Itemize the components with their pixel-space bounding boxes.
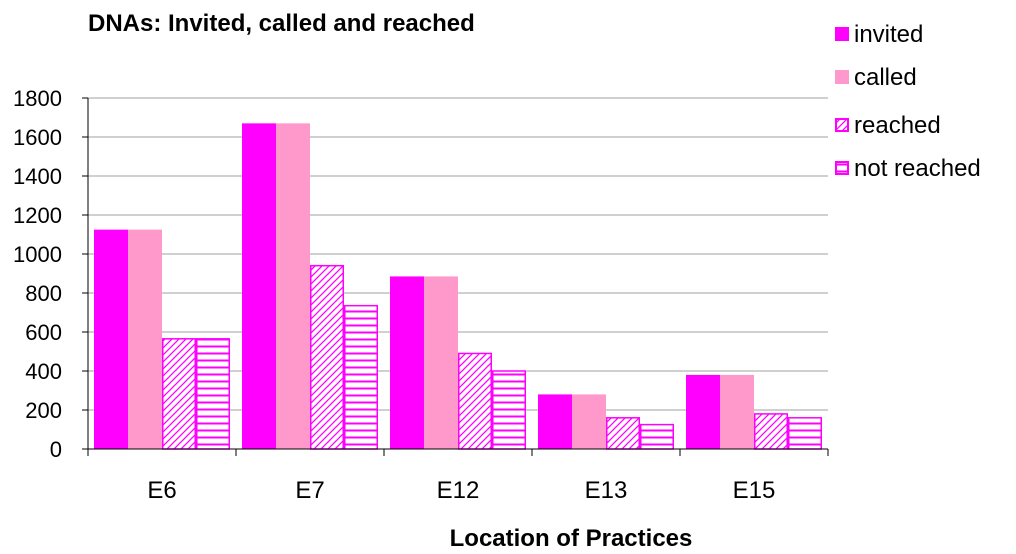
bar-not-reached-e7 (344, 304, 378, 450)
y-tick-label: 1800 (13, 86, 62, 111)
x-axis-title: Location of Practices (450, 525, 693, 552)
bar-not-reached-e6 (196, 338, 230, 450)
x-tick-label: E13 (585, 477, 628, 504)
bar-called-e13 (572, 394, 606, 449)
bar-reached-e7 (310, 264, 344, 450)
bar-invited-e6 (94, 229, 128, 449)
bar-not-reached-e12 (492, 370, 526, 450)
bar-not-reached-e15 (788, 417, 822, 450)
bar-called-e6 (128, 229, 162, 449)
bar-called-e7 (276, 123, 310, 449)
bar-called-e12 (424, 276, 458, 449)
bar-invited-e15 (686, 374, 720, 449)
x-tick-label: E12 (437, 477, 480, 504)
legend-swatch-reached (835, 118, 849, 132)
legend-label-not-reached: not reached (854, 155, 981, 182)
legend-label-reached: reached (854, 112, 941, 139)
legend-swatch-invited (835, 27, 849, 41)
x-tick-label: E7 (295, 477, 324, 504)
chart-title: DNAs: Invited, called and reached (88, 10, 475, 37)
bar-called-e15 (720, 374, 754, 449)
y-tick-label: 1400 (13, 164, 62, 189)
legend-label-invited: invited (854, 21, 923, 48)
y-tick-label: 0 (50, 437, 62, 462)
bar-reached-e6 (162, 338, 196, 450)
y-tick-label: 800 (25, 281, 62, 306)
bar-reached-e13 (606, 417, 640, 450)
y-tick-label: 200 (25, 398, 62, 423)
legend-swatch-called (835, 70, 849, 84)
x-tick-label: E6 (147, 477, 176, 504)
y-tick-label: 1000 (13, 242, 62, 267)
bar-not-reached-e13 (640, 423, 674, 450)
bar-reached-e15 (754, 413, 788, 450)
legend: invited called reached not reached (835, 21, 981, 182)
y-tick-label: 1200 (13, 203, 62, 228)
y-tick-label: 1600 (13, 125, 62, 150)
y-tick-label: 600 (25, 320, 62, 345)
legend-swatch-not-reached (835, 161, 849, 175)
bar-invited-e12 (390, 276, 424, 449)
bar-invited-e7 (242, 123, 276, 449)
legend-label-called: called (854, 64, 917, 91)
y-tick-label: 400 (25, 359, 62, 384)
bar-invited-e13 (538, 394, 572, 449)
x-tick-label: E15 (733, 477, 776, 504)
bar-reached-e12 (458, 352, 492, 450)
